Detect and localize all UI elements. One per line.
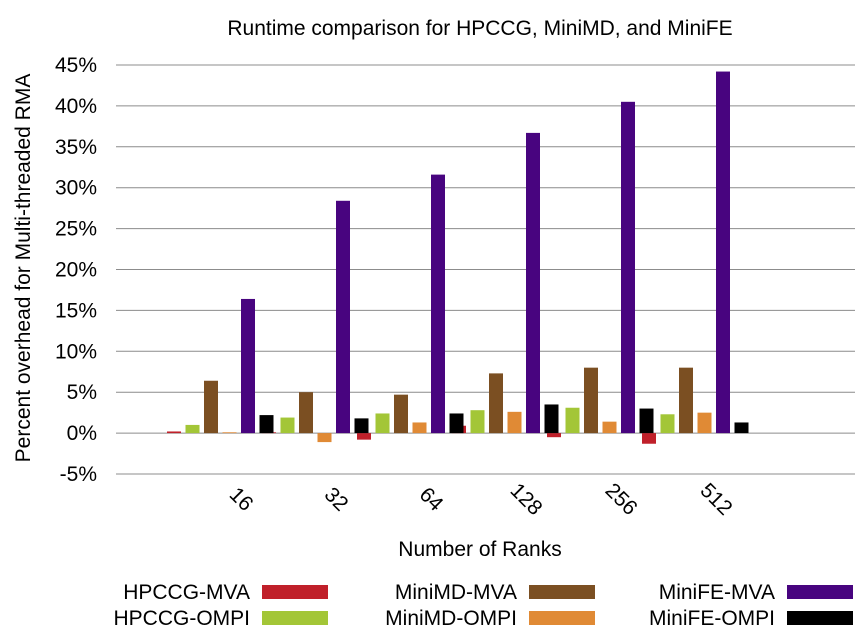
bar-minimd-ompi-64 <box>412 422 427 434</box>
bar-hpccg-mva-64 <box>357 433 371 440</box>
legend-swatch <box>529 585 595 599</box>
bar-minimd-ompi-512 <box>697 412 712 434</box>
y-tick-label: 40% <box>55 95 97 118</box>
bar-minimd-mva-512 <box>679 367 693 434</box>
bar-minife-mva-128 <box>526 132 540 434</box>
x-tick-label: 128 <box>506 479 547 520</box>
y-axis-label: Percent overhead for Multi-threaded RMA <box>12 74 35 463</box>
legend-label: HPCCG-MVA <box>123 581 250 604</box>
bar-minimd-mva-16 <box>204 380 218 434</box>
bar-minimd-mva-256 <box>584 367 598 434</box>
y-axis-ticks: -5% 0% 5% 10% 15% 20% 25% 30% 35% 40% 45% <box>55 54 97 486</box>
legend-label: MiniMD-OMPI <box>385 607 517 630</box>
bar-minife-ompi-128 <box>544 404 559 434</box>
bar-hpccg-ompi-32 <box>280 417 295 434</box>
bar-minife-mva-64 <box>431 174 445 434</box>
x-tick-label: 32 <box>320 483 353 516</box>
bar-hpccg-mva-512 <box>642 433 656 444</box>
y-tick-label: 45% <box>55 54 97 77</box>
x-tick-label: 64 <box>415 483 448 516</box>
bar-minife-ompi-16 <box>259 415 274 434</box>
bar-minimd-mva-64 <box>394 394 408 434</box>
y-tick-label: 30% <box>55 177 97 200</box>
legend-label: MiniFE-MVA <box>659 581 775 604</box>
x-axis-ticks: 16 32 64 128 256 512 <box>225 479 737 520</box>
x-tick-label: 512 <box>696 479 737 520</box>
bars <box>167 71 749 444</box>
y-tick-label: 25% <box>55 218 97 241</box>
x-tick-label: 16 <box>225 483 258 516</box>
legend: HPCCG-MVA HPCCG-OMPI MiniMD-MVA MiniMD-OMPI… <box>114 581 853 630</box>
y-tick-label: 20% <box>55 259 97 282</box>
legend-label: MiniFE-OMPI <box>649 607 775 630</box>
bar-minimd-ompi-16 <box>222 432 237 434</box>
y-tick-label: 35% <box>55 136 97 159</box>
gridlines <box>116 64 855 475</box>
y-tick-label: -5% <box>60 463 97 486</box>
y-tick-label: 5% <box>67 381 97 404</box>
bar-minimd-ompi-128 <box>507 411 522 434</box>
bar-minife-mva-256 <box>621 101 635 434</box>
bar-minife-mva-32 <box>336 200 350 434</box>
legend-swatch <box>262 611 328 625</box>
y-tick-label: 10% <box>55 340 97 363</box>
bar-minife-ompi-64 <box>449 413 464 434</box>
bar-minife-ompi-32 <box>354 418 369 434</box>
bar-hpccg-ompi-64 <box>375 413 390 434</box>
chart-title: Runtime comparison for HPCCG, MiniMD, an… <box>227 17 732 40</box>
legend-swatch <box>787 585 853 599</box>
bar-minimd-mva-32 <box>299 392 313 434</box>
x-axis-label: Number of Ranks <box>398 538 561 561</box>
legend-swatch <box>262 585 328 599</box>
bar-minife-ompi-512 <box>734 422 749 434</box>
y-tick-label: 0% <box>67 422 97 445</box>
bar-hpccg-ompi-16 <box>185 424 200 434</box>
bar-hpccg-ompi-128 <box>470 410 485 434</box>
x-tick-label: 256 <box>601 479 642 520</box>
bar-hpccg-mva-256 <box>547 433 561 438</box>
bar-minife-mva-16 <box>241 298 255 434</box>
legend-swatch <box>529 611 595 625</box>
bar-hpccg-mva-16 <box>167 431 181 434</box>
legend-label: HPCCG-OMPI <box>114 607 251 630</box>
bar-minimd-mva-128 <box>489 373 503 434</box>
bar-hpccg-ompi-512 <box>660 414 675 434</box>
legend-label: MiniMD-MVA <box>395 581 517 604</box>
bar-minimd-ompi-256 <box>602 421 617 434</box>
bar-minimd-ompi-32 <box>317 433 332 443</box>
legend-swatch <box>787 611 853 625</box>
y-tick-label: 15% <box>55 299 97 322</box>
bar-minife-ompi-256 <box>639 408 654 434</box>
bar-minife-mva-512 <box>716 71 730 434</box>
bar-hpccg-ompi-256 <box>565 407 580 434</box>
